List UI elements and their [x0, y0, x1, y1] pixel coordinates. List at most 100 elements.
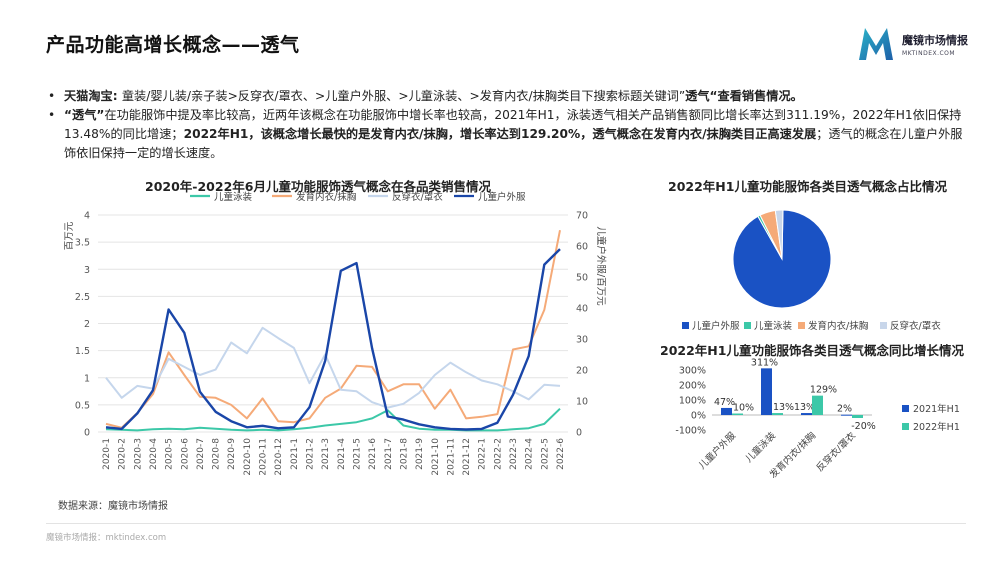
- bar: [812, 395, 823, 415]
- series-line: [105, 326, 561, 409]
- y-tick-label: 200%: [679, 381, 706, 392]
- pie-slice: [774, 209, 784, 260]
- y2-tick-label: 40: [576, 304, 588, 315]
- y2-tick-label: 20: [576, 366, 588, 377]
- y-tick-label: 3: [84, 265, 90, 276]
- legend-label: 儿童户外服: [478, 191, 526, 203]
- y-axis-title: 百万元: [64, 221, 75, 250]
- x-tick-label: 2021-11: [446, 438, 456, 476]
- bullet-segment: 童装/婴儿装/亲子装>反穿衣/罩衣、>儿童户外服、>儿童泳装、>发育内衣/抹胸类…: [121, 89, 686, 103]
- data-label: 13%: [773, 402, 794, 413]
- x-tick-label: 反穿衣/罩衣: [814, 429, 859, 474]
- x-tick-label: 2021-5: [352, 438, 362, 470]
- bar-chart-title: 2022年H1儿童功能服饰各类目透气概念同比增长情况: [660, 343, 964, 358]
- series-line: [105, 248, 561, 431]
- bullet-segment: ；透气的概念在儿童户外服饰依旧保持一定的增长速度。: [64, 127, 963, 160]
- bar: [732, 413, 743, 415]
- legend-label: 儿童泳装: [754, 320, 793, 332]
- y2-tick-label: 0: [576, 428, 582, 439]
- bar-chart: 300%200%100%0%-100%47%10%儿童户外服311%13%儿童泳…: [675, 357, 960, 480]
- x-tick-label: 2020-5: [165, 438, 175, 470]
- y-tick-label: 2: [84, 319, 90, 330]
- bullet-item: 天猫淘宝: 童装/婴儿装/亲子装>反穿衣/罩衣、>儿童户外服、>儿童泳装、>发育…: [46, 87, 966, 106]
- legend-swatch: [902, 423, 909, 430]
- y2-tick-label: 60: [576, 242, 588, 253]
- y-tick-label: -100%: [675, 426, 706, 437]
- x-tick-label: 2020-6: [180, 438, 190, 470]
- data-label: 13%: [794, 402, 815, 413]
- data-label: 129%: [810, 385, 837, 396]
- bar: [841, 414, 852, 416]
- x-tick-label: 2020-9: [227, 438, 237, 470]
- pie-chart: 儿童户外服 儿童泳装 发育内衣/抹胸 反穿衣/罩衣: [682, 209, 941, 332]
- y2-tick-label: 70: [576, 211, 588, 222]
- x-tick-label: 2022-1: [478, 438, 488, 470]
- y2-axis-title: 儿童户外服/百万元: [595, 226, 607, 306]
- y-tick-label: 1: [84, 373, 90, 384]
- x-tick-label: 2020-11: [259, 438, 269, 476]
- y-tick-label: 0: [84, 428, 90, 439]
- series-line: [105, 230, 561, 429]
- x-tick-label: 2020-4: [149, 438, 159, 470]
- x-tick-label: 2021-1: [290, 438, 300, 470]
- x-tick-label: 2020-12: [274, 438, 284, 476]
- x-tick-label: 2021-9: [415, 438, 425, 470]
- legend-label: 儿童户外服: [692, 320, 740, 332]
- x-tick-label: 2022-5: [540, 438, 550, 470]
- y-tick-label: 300%: [679, 366, 706, 377]
- m-logo-icon: [859, 28, 893, 60]
- legend-swatch: [880, 322, 887, 329]
- x-tick-label: 2021-10: [431, 438, 441, 476]
- data-label: -20%: [851, 421, 876, 432]
- legend-label: 发育内衣/抹胸: [808, 320, 868, 332]
- data-label: 311%: [751, 357, 778, 368]
- data-label: 2%: [837, 404, 852, 415]
- bullet-list: 天猫淘宝: 童装/婴儿装/亲子装>反穿衣/罩衣、>儿童户外服、>儿童泳装、>发育…: [46, 87, 966, 163]
- x-tick-label: 2020-8: [212, 438, 222, 470]
- bullet-item: “透气”在功能服饰中提及率比较高，近两年该概念在功能服饰中增长率也较高，2021…: [46, 106, 966, 163]
- pie-slice: [732, 209, 832, 309]
- legend-label: 2022年H1: [913, 421, 960, 433]
- bullet-segment: “透气”: [64, 108, 105, 122]
- y-tick-label: 4: [84, 211, 90, 222]
- y2-tick-label: 30: [576, 335, 588, 346]
- legend-label: 发育内衣/抹胸: [296, 191, 356, 203]
- x-tick-label: 2022-2: [493, 438, 503, 470]
- logo-name: 魔镜市场情报: [902, 34, 968, 47]
- legend-swatch: [798, 322, 805, 329]
- x-tick-label: 2022-4: [525, 438, 535, 470]
- y-tick-label: 0%: [691, 411, 706, 422]
- x-tick-label: 2020-7: [196, 438, 206, 470]
- brand-logo: 魔镜市场情报 MKTINDEX.COM: [856, 22, 976, 66]
- legend-label: 反穿衣/罩衣: [890, 320, 941, 332]
- legend-label: 反穿衣/罩衣: [392, 191, 443, 203]
- x-tick-label: 2022-3: [509, 438, 519, 470]
- y-tick-label: 3.5: [75, 238, 90, 249]
- x-tick-label: 2022-6: [556, 438, 566, 470]
- y-tick-label: 100%: [679, 396, 706, 407]
- logo-url: MKTINDEX.COM: [902, 50, 956, 57]
- bullet-segment: 透气“查看销售情况。: [685, 89, 803, 103]
- bar: [761, 368, 772, 415]
- bullet-segment: 在功能服饰中提及率比较高，近两年该概念在功能服饰中增长率也较高，2021年H1，…: [64, 108, 962, 141]
- legend-label: 儿童泳装: [214, 191, 253, 203]
- x-tick-label: 2020-10: [243, 438, 253, 476]
- y2-tick-label: 10: [576, 397, 588, 408]
- bar: [801, 413, 812, 415]
- y2-tick-label: 50: [576, 273, 588, 284]
- bar: [772, 413, 783, 415]
- data-label: 10%: [733, 403, 754, 414]
- x-tick-label: 2021-2: [306, 438, 316, 470]
- pie-chart-title: 2022年H1儿童功能服饰各类目透气概念占比情况: [668, 179, 947, 194]
- legend-swatch: [744, 322, 751, 329]
- y-tick-label: 1.5: [75, 346, 90, 357]
- x-tick-label: 2020-1: [102, 438, 112, 470]
- x-tick-label: 2021-3: [321, 438, 331, 470]
- x-tick-label: 2021-12: [462, 438, 472, 476]
- x-tick-label: 2021-4: [337, 438, 347, 470]
- y-tick-label: 0.5: [75, 400, 90, 411]
- footer-divider: [46, 523, 966, 524]
- x-tick-label: 儿童泳装: [743, 429, 779, 465]
- line-chart: 儿童泳装 发育内衣/抹胸 反穿衣/罩衣 儿童户外服00.511.522.533.540…: [64, 191, 607, 476]
- legend-label: 2021年H1: [913, 403, 960, 415]
